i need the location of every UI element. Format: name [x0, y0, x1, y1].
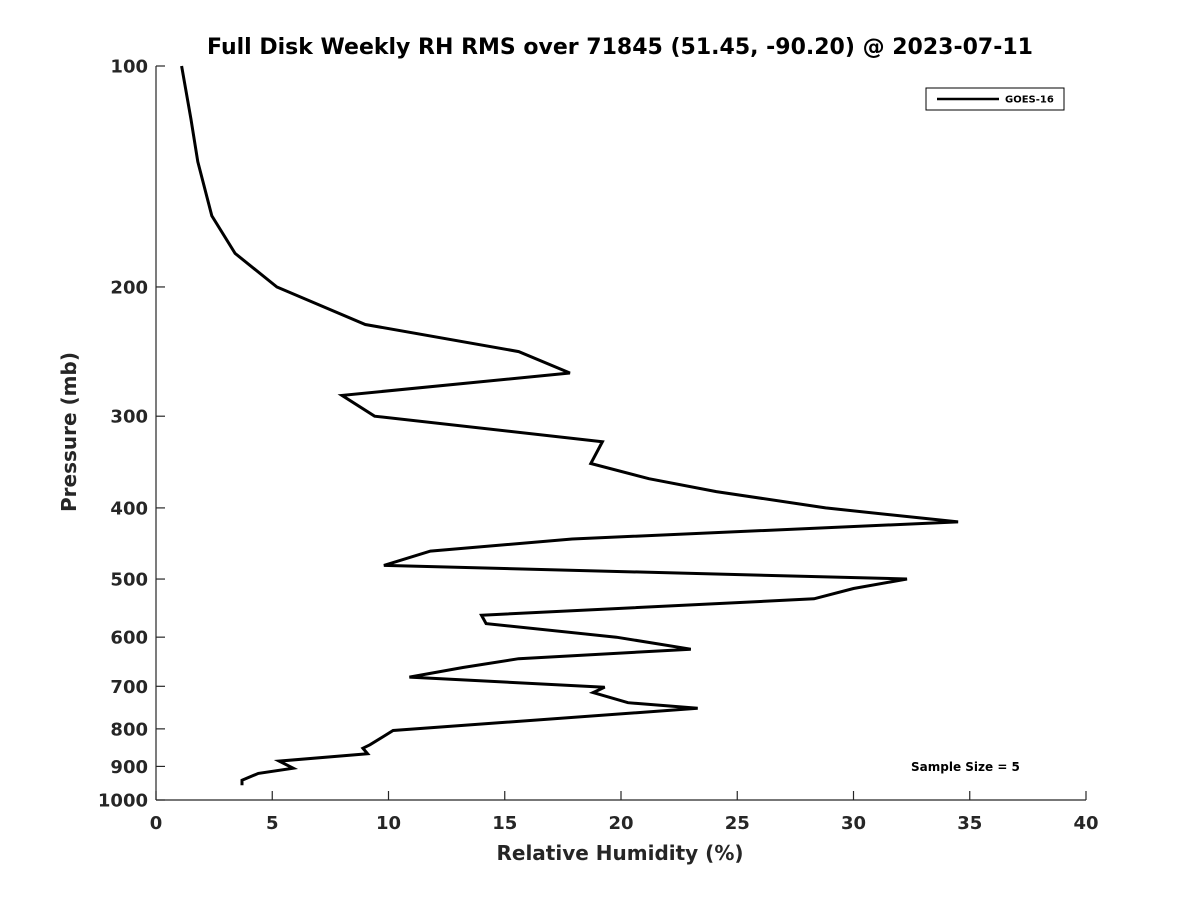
series-layer: [180, 65, 959, 786]
x-tick-label: 15: [492, 813, 517, 834]
series-line-goes-16: [180, 65, 959, 786]
y-tick-label: 600: [110, 628, 148, 649]
legend-label-goes16: GOES-16: [1005, 95, 1054, 106]
plot-area: [156, 66, 1086, 800]
y-axis-ticks: 100 200 300 400 500 600 700 800 900 1000: [98, 57, 165, 812]
x-axis-ticks: 0 5 10 15 20 25 30 35 40: [150, 791, 1099, 834]
x-tick-label: 30: [841, 813, 866, 834]
y-tick-label: 500: [110, 570, 148, 591]
y-tick-label: 1000: [98, 791, 148, 812]
y-tick-label: 900: [110, 757, 148, 778]
x-tick-label: 5: [266, 813, 279, 834]
legend: GOES-16: [925, 87, 1065, 111]
x-tick-label: 35: [957, 813, 982, 834]
y-tick-label: 200: [110, 277, 148, 298]
y-tick-label: 300: [110, 407, 148, 428]
x-tick-label: 0: [150, 813, 163, 834]
sample-size-annotation: Sample Size = 5: [911, 760, 1020, 774]
x-tick-label: 40: [1073, 813, 1098, 834]
y-tick-label: 100: [110, 57, 148, 78]
chart-title: Full Disk Weekly RH RMS over 71845 (51.4…: [207, 35, 1033, 60]
y-tick-label: 400: [110, 498, 148, 519]
x-tick-label: 10: [376, 813, 401, 834]
x-tick-label: 25: [725, 813, 750, 834]
y-tick-label: 700: [110, 677, 148, 698]
y-axis-label: Pressure (mb): [57, 352, 81, 512]
x-axis-label: Relative Humidity (%): [496, 841, 743, 865]
x-tick-label: 20: [608, 813, 633, 834]
y-tick-label: 800: [110, 719, 148, 740]
